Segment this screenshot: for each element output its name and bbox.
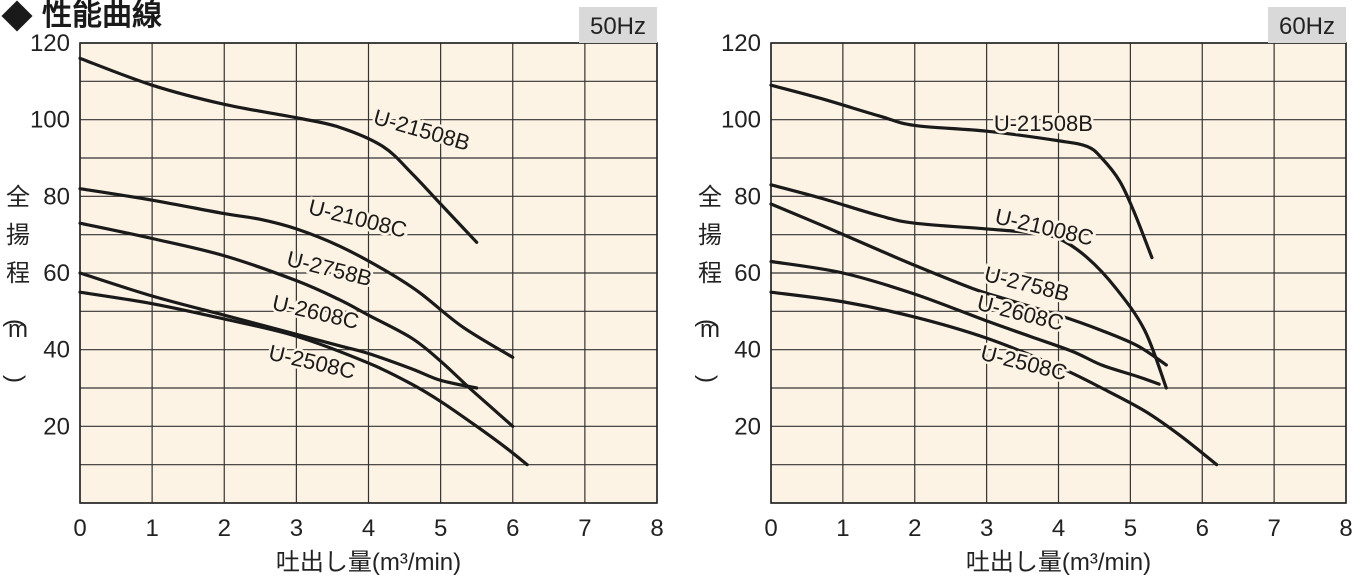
series-line-U-2508C: [78, 290, 529, 467]
x-tick-label: 5: [434, 515, 447, 542]
plot-frame: [770, 42, 1347, 504]
y-axis-label: 全揚程(m): [694, 184, 722, 383]
y-tick-label: 60: [43, 260, 70, 287]
y-tick-label: 20: [734, 413, 761, 440]
page-title: 性能曲線: [42, 0, 162, 33]
frequency-label: 50Hz: [590, 13, 646, 40]
x-tick-label: 1: [145, 515, 158, 542]
y-tick-label: 20: [43, 413, 70, 440]
y-tick-label: 80: [43, 183, 70, 210]
series-line-U-21008C: [769, 183, 1168, 390]
page-title-block: 性能曲線: [1, 0, 162, 34]
y-tick-label: 120: [30, 30, 70, 57]
x-tick-label: 2: [908, 515, 921, 542]
frequency-badge: [1268, 7, 1346, 43]
y-tick-label: 40: [734, 337, 761, 364]
frequency-label: 60Hz: [1279, 13, 1335, 40]
x-tick-label: 4: [362, 515, 375, 542]
chart-panel-60Hz: 60Hz 0 1 2 3 4 5 6 7 8 20 40 60 80 100 120 吐出し量(m³/min) 全…: [694, 7, 1353, 576]
x-tick-label: 3: [980, 515, 993, 542]
x-tick-label: 5: [1124, 515, 1137, 542]
series-label: U-21508B: [994, 111, 1093, 136]
x-tick-label: 0: [764, 515, 777, 542]
series-line-U-21508B: [769, 83, 1154, 260]
x-tick-label: 2: [218, 515, 231, 542]
y-tick-label: 60: [734, 260, 761, 287]
x-tick-label: 3: [290, 515, 303, 542]
x-tick-label: 0: [73, 515, 86, 542]
y-tick-label: 120: [721, 30, 761, 57]
series-line-U-2758B: [769, 202, 1168, 367]
x-tick-label: 7: [578, 515, 591, 542]
chart-panel-50Hz: 50Hz 0 1 2 3 4 5 6 7 8 20 40 60 80 100 120 吐出し量(m³/min) 全…: [2, 7, 664, 576]
y-tick-label: 40: [43, 337, 70, 364]
x-axis-label: 吐出し量(m³/min): [276, 549, 461, 576]
series-line-U-2758B: [78, 221, 515, 428]
x-tick-label: 7: [1267, 515, 1280, 542]
y-tick-label: 100: [721, 107, 761, 134]
x-axis-label: 吐出し量(m³/min): [966, 549, 1151, 576]
series-line-U-21008C: [78, 187, 515, 359]
series-line-U-2508C: [769, 290, 1219, 467]
x-tick-label: 4: [1052, 515, 1065, 542]
frequency-badge: [579, 7, 657, 43]
x-tick-label: 6: [1196, 515, 1209, 542]
x-tick-label: 1: [836, 515, 849, 542]
series-line-U-2608C: [769, 259, 1161, 386]
series-line-U-21508B: [78, 56, 479, 244]
x-tick-label: 8: [650, 515, 663, 542]
x-tick-label: 8: [1339, 515, 1352, 542]
y-tick-label: 80: [734, 183, 761, 210]
y-tick-label: 100: [30, 107, 70, 134]
x-tick-label: 6: [506, 515, 519, 542]
y-axis-label: 全揚程(m): [2, 184, 30, 383]
series-line-U-2608C: [78, 271, 479, 390]
